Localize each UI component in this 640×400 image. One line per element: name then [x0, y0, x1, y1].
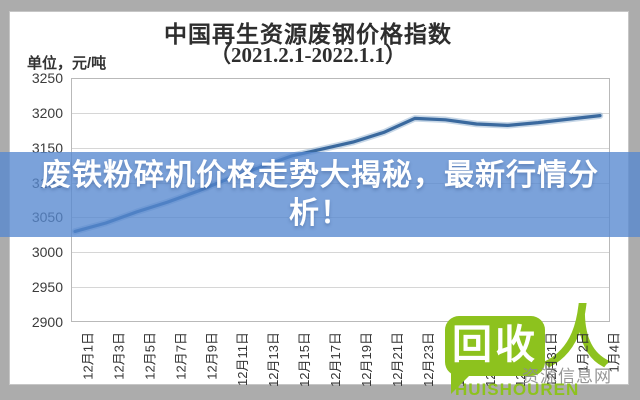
x-tick-label: 12月1日 [81, 332, 96, 380]
chart-title: 中国再生资源废钢价格指数 [164, 22, 452, 47]
y-tick-label: 2950 [31, 279, 63, 296]
x-tick-label: 12月23日 [420, 332, 436, 387]
y-tick-label: 3200 [31, 104, 63, 121]
gridline [72, 147, 609, 149]
chart-date-range: （2021.2.1-2022.1.1） [210, 43, 406, 67]
speech-bubble-tail [451, 372, 473, 394]
y-tick-label: 2900 [31, 314, 63, 330]
speech-bubble-icon: 回收 [445, 316, 545, 376]
x-tick-label: 12月7日 [173, 332, 189, 380]
x-tick-label: 12月19日 [358, 332, 374, 387]
unit-label: 单位，元/吨 [27, 55, 107, 72]
x-tick-label: 12月3日 [111, 332, 127, 380]
headline-text-line2: 析！ [289, 197, 351, 230]
y-tick-label: 3250 [31, 70, 63, 86]
logo-romanized-text: HUISHOUREN [455, 380, 580, 399]
x-tick-label: 12月13日 [266, 332, 282, 387]
gridline [72, 287, 609, 289]
site-watermark-text: 资源信息网 [522, 367, 612, 386]
gridline [72, 252, 609, 254]
headline-text-line1: 废铁粉碎机价格走势大揭秘，最新行情分 [41, 159, 599, 192]
logo-bubble-text: 回收 [452, 323, 538, 367]
x-tick-label: 12月17日 [328, 332, 344, 387]
huishouren-logo: 人 回收 HUISHOUREN [437, 300, 637, 400]
gridline [72, 112, 609, 114]
y-tick-label: 3000 [31, 244, 63, 261]
x-tick-label: 12月15日 [297, 332, 313, 387]
x-tick-label: 12月21日 [389, 332, 405, 387]
y-tick-label: 3150 [31, 139, 63, 156]
x-tick-label: 12月11日 [235, 332, 251, 386]
headline-banner: 废铁粉碎机价格走势大揭秘，最新行情分 析！ [0, 152, 640, 237]
x-tick-label: 12月9日 [204, 332, 220, 380]
x-tick-label: 12月5日 [142, 332, 158, 380]
